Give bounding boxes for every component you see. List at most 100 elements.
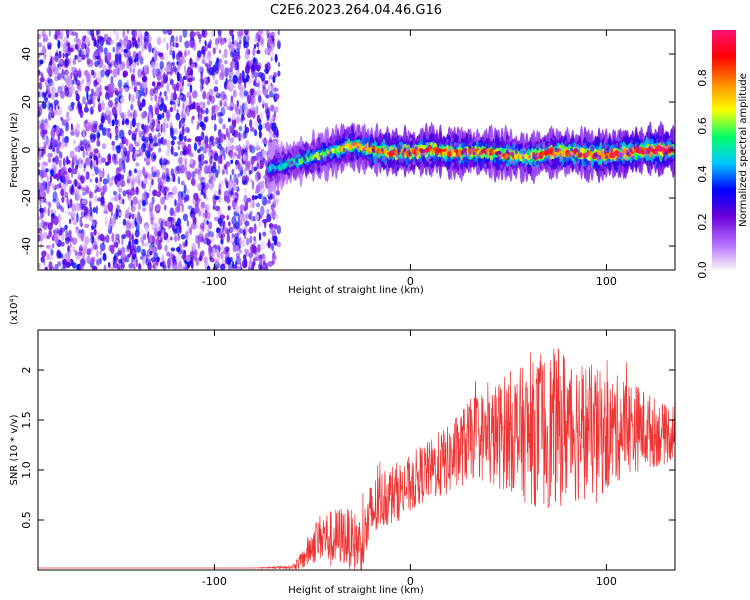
noise-cell [236, 31, 239, 37]
y-tick-label: 2 [20, 367, 33, 374]
noise-cell [169, 49, 173, 56]
noise-cell [78, 232, 81, 239]
y-tick-label: 1.5 [20, 411, 33, 429]
noise-cell [89, 106, 94, 115]
noise-cell [115, 153, 118, 161]
noise-cell [256, 49, 261, 55]
noise-cell [120, 150, 125, 159]
ridge-cell [343, 158, 346, 162]
noise-cell [130, 104, 134, 111]
noise-cell [237, 76, 242, 85]
ridge-cell [298, 148, 302, 153]
noise-cell [47, 157, 52, 163]
noise-cell [47, 45, 52, 50]
noise-cell [78, 184, 83, 190]
noise-cell [256, 105, 259, 115]
noise-cell [40, 85, 43, 91]
noise-cell [225, 169, 228, 175]
noise-cell [261, 193, 264, 203]
noise-cell [149, 244, 153, 250]
noise-cell [113, 255, 117, 261]
noise-cell [115, 241, 119, 248]
noise-cell [191, 265, 194, 270]
noise-cell [249, 211, 253, 216]
noise-cell [226, 233, 230, 243]
ridge-cell [320, 161, 324, 165]
noise-cell [83, 205, 89, 215]
noise-cell [42, 164, 46, 172]
noise-cell [163, 90, 167, 97]
noise-cell [197, 111, 200, 119]
ridge-cell [375, 157, 379, 162]
noise-cell [83, 161, 87, 168]
noise-cell [210, 95, 216, 104]
noise-cell [56, 183, 62, 189]
ridge-cell [348, 130, 352, 135]
ridge-cell [451, 162, 455, 167]
y-tick-label: 0.5 [20, 511, 33, 529]
ridge-cell [317, 161, 321, 166]
noise-cell [92, 207, 97, 213]
noise-cell [113, 30, 116, 35]
ridge-cell [570, 162, 574, 167]
ridge-cell [640, 139, 644, 144]
noise-cell [72, 210, 77, 218]
colorbar-label: Normalized spectral amplitude [738, 73, 749, 227]
noise-cell [85, 102, 88, 112]
noise-cell [170, 62, 175, 67]
noise-cell [199, 207, 205, 213]
noise-cell [89, 237, 93, 245]
noise-cell [85, 53, 90, 59]
noise-cell [201, 30, 206, 38]
ridge-cell [604, 141, 608, 146]
ridge-cell [470, 140, 474, 145]
ridge-cell [524, 159, 528, 163]
noise-cell [129, 249, 132, 256]
ridge-cell [468, 151, 472, 156]
y-tick-label: 1.0 [20, 461, 33, 479]
noise-cell [56, 106, 63, 117]
noise-cell [251, 164, 254, 174]
ridge-cell [638, 160, 642, 165]
ridge-cell [615, 142, 619, 147]
noise-cell [174, 128, 178, 135]
ridge-cell [411, 164, 415, 169]
ridge-cell [605, 155, 609, 160]
noise-cell [135, 187, 139, 193]
noise-cell [221, 54, 225, 60]
noise-cell [266, 213, 272, 223]
noise-cell [184, 263, 187, 268]
ridge-cell [458, 138, 462, 143]
noise-cell [265, 121, 270, 132]
ridge-cell [532, 141, 536, 146]
noise-cell [230, 256, 233, 262]
noise-cell [137, 136, 141, 145]
noise-cell [175, 206, 181, 213]
noise-cell [179, 35, 183, 43]
ridge-cell [481, 136, 485, 141]
ridge-cell [491, 143, 495, 148]
noise-cell [243, 35, 247, 45]
noise-cell [236, 177, 239, 186]
noise-cell [276, 40, 282, 50]
noise-cell [93, 50, 99, 57]
noise-cell [163, 53, 169, 61]
noise-cell [225, 146, 228, 155]
noise-cell [270, 31, 276, 38]
noise-cell [147, 173, 153, 180]
noise-cell [118, 45, 122, 54]
ridge-cell [396, 164, 400, 169]
noise-cell [101, 115, 105, 124]
ridge-cell [324, 161, 328, 166]
noise-cell [158, 94, 162, 100]
noise-cell [151, 178, 154, 186]
noise-cell [261, 263, 268, 270]
noise-cell [260, 72, 266, 82]
noise-cell [211, 115, 214, 121]
ridge-cell [575, 157, 579, 161]
noise-cell [52, 61, 57, 69]
noise-cell [160, 231, 165, 239]
noise-cell [256, 114, 261, 123]
ridge-cell [631, 155, 635, 160]
noise-cell [162, 264, 167, 270]
